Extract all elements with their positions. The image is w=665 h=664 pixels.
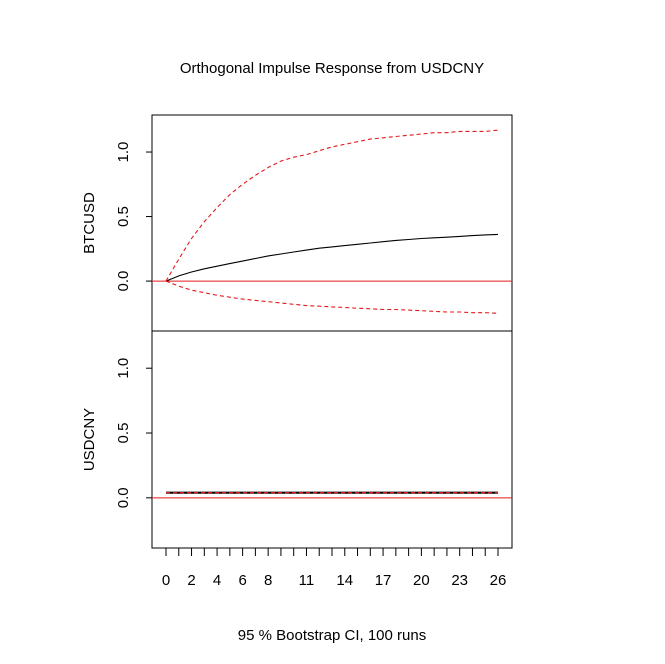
panel-frame xyxy=(151,114,513,332)
btcusd-response-line xyxy=(165,233,499,282)
y-tick-label: 0.5 xyxy=(115,423,132,444)
btcusd-upper-ci-line xyxy=(165,129,499,282)
y-tick-label: 0.0 xyxy=(115,271,132,292)
panel-btcusd: 0.0 0.5 1.0 BTCUSD xyxy=(81,114,513,332)
y-tick-label: 0.0 xyxy=(115,487,132,508)
panel-frame xyxy=(151,330,513,549)
x-tick-label: 14 xyxy=(336,572,353,589)
x-tick-label: 23 xyxy=(451,572,468,589)
x-tick-label: 20 xyxy=(413,572,430,589)
x-axis-label: 95 % Bootstrap CI, 100 runs xyxy=(238,627,426,644)
x-tick-label: 2 xyxy=(187,572,195,589)
x-tick-label: 17 xyxy=(375,572,392,589)
y-axis-label: USDCNY xyxy=(81,408,98,471)
y-tick-label: 1.0 xyxy=(115,358,132,379)
x-tick-label: 4 xyxy=(213,572,221,589)
x-axis: 0 2 4 6 8 11 14 17 20 23 26 xyxy=(162,547,507,589)
y-tick-label: 1.0 xyxy=(115,142,132,163)
x-tick-label: 8 xyxy=(264,572,272,589)
x-tick-label: 6 xyxy=(238,572,246,589)
panels: 0.0 0.5 1.0 BTCUSD 0.0 0.5 1.0 USDCNY xyxy=(81,114,513,549)
panel-usdcny: 0.0 0.5 1.0 USDCNY xyxy=(81,330,513,549)
chart-title: Orthogonal Impulse Response from USDCNY xyxy=(180,60,484,77)
x-tick-label: 11 xyxy=(299,572,315,589)
x-tick-label: 26 xyxy=(490,572,507,589)
btcusd-lower-ci-line xyxy=(165,280,499,314)
y-axis-label: BTCUSD xyxy=(81,192,98,254)
x-tick-label: 0 xyxy=(162,572,170,589)
y-tick-label: 0.5 xyxy=(115,206,132,227)
